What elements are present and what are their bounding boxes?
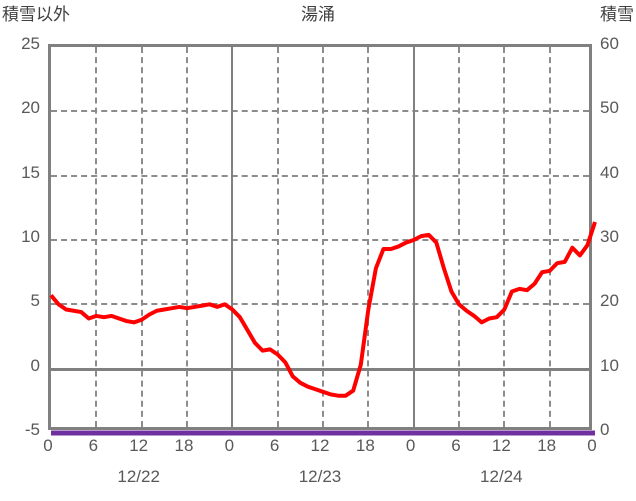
x-axis-tick-label: 12 (129, 436, 149, 455)
gridline-vertical (503, 47, 506, 427)
gridline-horizontal (51, 367, 589, 371)
y-axis-tick-label: 0 (30, 355, 40, 375)
page-title: 湯涌 (301, 5, 335, 24)
gridline-vertical (186, 47, 188, 427)
gridline-horizontal (51, 174, 589, 177)
gridline-vertical (367, 47, 370, 427)
x-axis-tick-label: 6 (88, 436, 99, 455)
y2-axis-tick-label: 10 (600, 355, 619, 375)
right-axis-title: 積雪 (600, 5, 634, 24)
x-axis-tick-label: 0 (224, 436, 235, 455)
gridline-vertical (140, 47, 143, 427)
y2-axis-tick-label: 0 (600, 420, 610, 439)
plot-area (48, 44, 597, 436)
x-axis-day-label: 12/22 (117, 467, 160, 486)
y2-axis-tick-label: 20 (600, 291, 619, 311)
gridline-vertical (548, 47, 551, 427)
x-axis-tick-label: 18 (174, 436, 194, 455)
x-axis-tick-label: 0 (43, 436, 53, 455)
x-axis-day-label: 12/24 (480, 467, 523, 486)
y2-axis-tick-label: 60 (600, 34, 619, 53)
x-axis-tick-label: 12 (491, 436, 511, 455)
x-axis-day-label: 12/23 (298, 467, 342, 486)
gridline-vertical (322, 47, 324, 427)
gridline-vertical (276, 47, 279, 427)
gridline-horizontal (51, 110, 589, 113)
gridline-vertical (95, 47, 98, 427)
y-axis-tick-label: 25 (21, 34, 40, 53)
y-axis-tick-label: 15 (21, 162, 40, 182)
y-axis-tick-label: -5 (24, 420, 40, 439)
gridline-horizontal (51, 303, 589, 306)
y2-axis-tick-label: 50 (600, 98, 619, 118)
gridline-vertical (458, 47, 460, 427)
x-axis-tick-label: 6 (451, 436, 461, 455)
y-axis-tick-label: 10 (21, 227, 40, 246)
x-axis-tick-label: 12 (310, 436, 330, 455)
y-axis-tick-label: 5 (30, 291, 40, 311)
plot-inner (51, 47, 589, 427)
x-axis-tick-label: 0 (405, 436, 416, 455)
x-axis-tick-label: 0 (587, 436, 597, 455)
series-layer (49, 221, 597, 436)
x-axis-tick-label: 18 (537, 436, 557, 455)
x-axis-tick-label: 18 (355, 436, 375, 455)
day-separator (231, 47, 234, 427)
gridline-horizontal (51, 239, 589, 241)
day-separator (412, 47, 415, 427)
x-axis-tick-label: 6 (269, 436, 280, 455)
left-axis-title: 積雪以外 (2, 5, 70, 24)
series-line-temperature (49, 221, 597, 398)
y-axis-tick-label: 20 (21, 98, 40, 118)
y2-axis-tick-label: 40 (600, 162, 619, 182)
y2-axis-tick-label: 30 (600, 227, 619, 246)
